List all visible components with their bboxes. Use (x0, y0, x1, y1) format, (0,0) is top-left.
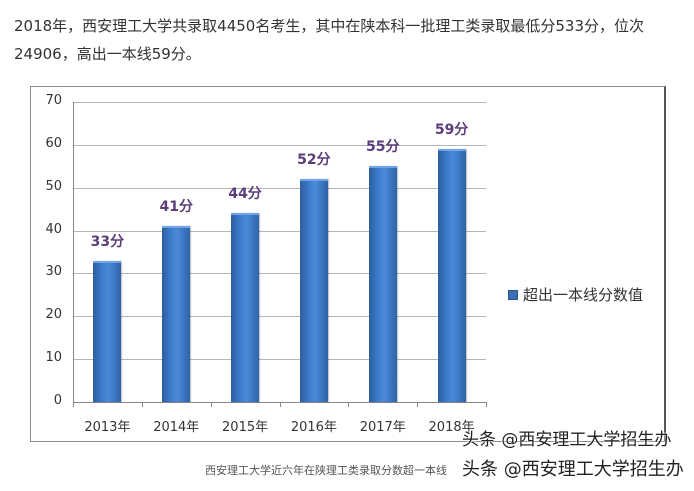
x-tick-label: 2013年 (84, 420, 131, 435)
x-tick-mark (279, 402, 281, 407)
y-tick-label: 70 (45, 93, 62, 108)
bar-2015年 (231, 213, 260, 402)
y-tick-label: 60 (45, 135, 62, 151)
watermark-inner: 头条 @西安理工大学招生办 (462, 430, 672, 450)
bar-value-label: 55分 (366, 139, 400, 156)
bar-value-label: 41分 (159, 199, 193, 216)
x-tick-label: 2018年 (428, 420, 475, 435)
y-tick-label: 20 (45, 307, 62, 323)
y-tick-label: 0 (53, 393, 62, 408)
x-tick-label: 2014年 (153, 420, 200, 435)
bar-value-label: 52分 (297, 152, 331, 169)
chart-caption: 西安理工大学近六年在陕理工类录取分数超一本线 (205, 464, 447, 477)
gridline (73, 359, 486, 361)
x-tick-label: 2017年 (359, 420, 406, 435)
intro-paragraph: 2018年，西安理工大学共录取4450名考生，其中在陕本科一批理工类录取最低分5… (14, 17, 644, 63)
legend-label: 超出一本线分数值 (523, 286, 644, 304)
watermark-outer: 头条 @西安理工大学招生办 (462, 459, 684, 480)
gridline (73, 187, 486, 189)
bar-2016年 (299, 179, 328, 402)
x-tick-mark (486, 402, 487, 407)
legend-swatch-icon (508, 289, 518, 300)
y-axis (73, 102, 74, 403)
y-tick-label: 30 (45, 264, 62, 280)
bar-2018年 (437, 149, 466, 402)
bar-2017年 (368, 166, 397, 402)
gridline (73, 230, 486, 232)
bar-2013年 (93, 260, 122, 402)
x-tick-label: 2015年 (222, 420, 269, 435)
y-tick-label: 50 (45, 178, 62, 194)
bar-value-label: 33分 (90, 233, 125, 250)
bar-value-label: 44分 (228, 186, 262, 203)
x-tick-mark (141, 402, 143, 407)
y-tick-label: 10 (45, 350, 62, 366)
x-tick-mark (210, 402, 212, 407)
gridline (73, 316, 486, 318)
x-tick-label: 2016年 (290, 420, 337, 435)
x-tick-mark (73, 402, 74, 407)
bar-value-label: 59分 (434, 122, 469, 139)
y-tick-label: 40 (45, 221, 62, 237)
chart-legend: 超出一本线分数值 (508, 284, 643, 305)
x-tick-mark (417, 402, 419, 407)
gridline (73, 273, 486, 275)
gridline (73, 144, 486, 146)
gridline (73, 102, 486, 103)
x-tick-mark (348, 402, 350, 407)
bar-2014年 (162, 226, 191, 402)
